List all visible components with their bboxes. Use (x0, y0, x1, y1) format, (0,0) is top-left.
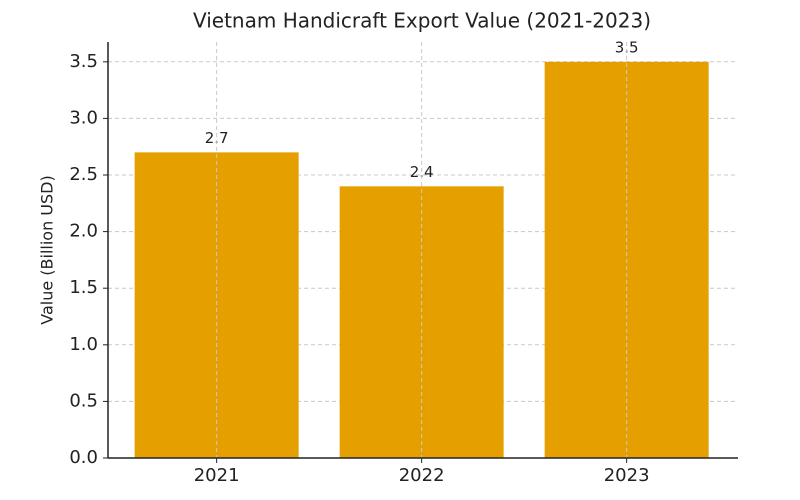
y-tick-label: 1.5 (69, 277, 98, 298)
x-tick-label: 2023 (604, 465, 650, 486)
y-tick-label: 2.5 (69, 164, 98, 185)
x-tick-label: 2022 (399, 465, 445, 486)
y-tick-label: 2.0 (69, 221, 98, 242)
y-tick-label: 0.5 (69, 390, 98, 411)
chart-title: Vietnam Handicraft Export Value (2021-20… (193, 9, 651, 33)
y-tick-label: 0.0 (69, 447, 98, 468)
x-tick-label: 2021 (194, 465, 240, 486)
value-label: 3.5 (615, 38, 639, 56)
y-tick-label: 3.5 (69, 51, 98, 72)
y-axis-label: Value (Billion USD) (38, 175, 57, 324)
value-label: 2.7 (205, 129, 229, 147)
y-tick-label: 1.0 (69, 334, 98, 355)
y-tick-label: 3.0 (69, 107, 98, 128)
